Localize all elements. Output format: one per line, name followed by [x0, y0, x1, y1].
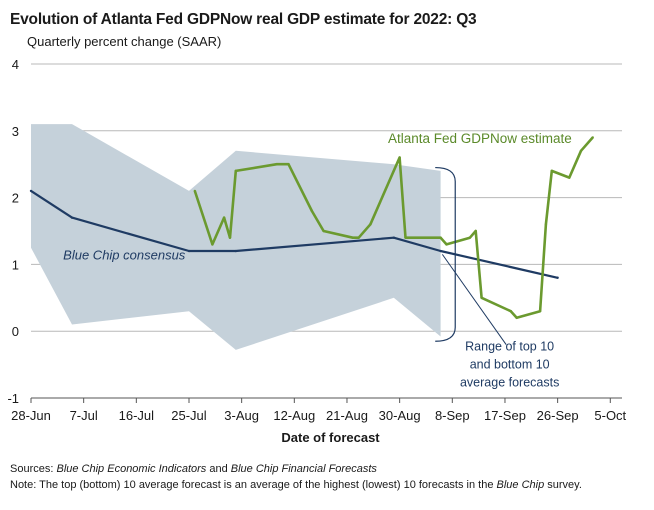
range-pointer-line [441, 254, 507, 345]
marks-layer [29, 136, 594, 320]
blue-chip-consensus-point [392, 236, 395, 239]
x-tick-label: 30-Aug [379, 408, 421, 423]
atlanta-fed-gdpnow-estimate-point [439, 236, 442, 239]
chart-subtitle: Quarterly percent change (SAAR) [27, 34, 222, 49]
blue-chip-consensus-point [556, 276, 559, 279]
blue-chip-consensus-point [29, 189, 33, 193]
x-tick-label: 8-Sep [435, 408, 470, 423]
x-tick-label: 16-Jul [119, 408, 155, 423]
atlanta-fed-gdpnow-estimate-point [310, 209, 314, 213]
atlanta-fed-gdpnow-estimate-point [211, 243, 214, 246]
range-band-area [31, 124, 441, 350]
atlanta-fed-gdpnow-estimate-point [222, 216, 226, 219]
blue-chip-consensus-point [187, 249, 191, 253]
atlanta-fed-gdpnow-estimate-point [445, 243, 448, 246]
blue-chip-consensus-point [234, 249, 238, 253]
atlanta-fed-gdpnow-estimate-point [480, 296, 483, 299]
blue-chip-consensus-point [70, 216, 74, 219]
range-label-line-3: average forecasts [460, 376, 559, 390]
atlanta-fed-gdpnow-estimate-point [568, 176, 571, 179]
y-tick-label: 4 [12, 57, 19, 72]
gdp-chart: -1 0 1 2 3 4 28-Jun 7-Jul 16-Jul 25-Jul 3-Aug 12-Au… [7, 57, 626, 445]
atlanta-fed-gdpnow-estimate-point [404, 236, 407, 239]
note-line: Note: The top (bottom) 10 average foreca… [10, 477, 650, 493]
atlanta-fed-gdpnow-estimate-point [357, 236, 360, 239]
y-tick-label: -1 [7, 391, 19, 406]
x-axis-label: Date of forecast [281, 430, 380, 445]
note-text-1: The top (bottom) 10 average forecast is … [36, 479, 497, 491]
gdpnow-label: Atlanta Fed GDPNow estimate [388, 131, 572, 146]
atlanta-fed-gdpnow-estimate-point [351, 236, 355, 239]
atlanta-fed-gdpnow-estimate-point [275, 163, 278, 166]
range-label-line-1: Range of top 10 [465, 340, 554, 354]
atlanta-fed-gdpnow-estimate-point [509, 309, 513, 313]
sources-publication-1: Blue Chip Economic Indicators [56, 463, 207, 475]
atlanta-fed-gdpnow-estimate-point [287, 163, 290, 166]
range-bracket [435, 166, 456, 342]
x-tick-label: 28-Jun [11, 408, 51, 423]
x-tick-label: 25-Jul [171, 408, 207, 423]
range-label-line-2: and bottom 10 [470, 358, 550, 372]
atlanta-fed-gdpnow-estimate-point [398, 156, 401, 159]
axis-layer: -1 0 1 2 3 4 28-Jun 7-Jul 16-Jul 25-Jul 3-Aug 12-Au… [7, 57, 626, 423]
x-tick-label: 17-Sep [484, 408, 526, 423]
sources-line: Sources: Blue Chip Economic Indicators a… [10, 461, 650, 477]
chart-title: Evolution of Atlanta Fed GDPNow real GDP… [10, 11, 477, 28]
x-tick-label: 12-Aug [273, 408, 315, 423]
atlanta-fed-gdpnow-estimate-point [228, 236, 232, 239]
atlanta-fed-gdpnow-estimate-point [193, 189, 197, 193]
annotation-layer: Atlanta Fed GDPNow estimate Blue Chip co… [63, 131, 572, 390]
sources-label: Sources: [10, 463, 54, 475]
note-label: Note: [10, 479, 37, 491]
atlanta-fed-gdpnow-estimate-point [322, 229, 325, 233]
y-tick-label: 1 [12, 257, 19, 272]
x-tick-label: 7-Jul [70, 408, 98, 423]
note-text-2: survey. [544, 479, 582, 491]
x-tick-label: 26-Sep [537, 408, 579, 423]
y-tick-label: 0 [12, 324, 19, 339]
atlanta-fed-gdpnow-estimate-point [579, 149, 583, 153]
atlanta-fed-gdpnow-estimate-point [538, 309, 542, 313]
atlanta-fed-gdpnow-estimate-point [369, 223, 372, 226]
x-tick-label: 5-Oct [594, 408, 626, 423]
y-tick-label: 3 [12, 124, 19, 139]
atlanta-fed-gdpnow-estimate-point [234, 169, 238, 173]
chart-footer: Sources: Blue Chip Economic Indicators a… [10, 461, 650, 493]
consensus-label: Blue Chip consensus [63, 248, 186, 263]
note-italic: Blue Chip [496, 479, 545, 491]
atlanta-fed-gdpnow-estimate-point [591, 136, 594, 139]
sources-publication-2: Blue Chip Financial Forecasts [230, 463, 377, 475]
atlanta-fed-gdpnow-estimate-point [468, 236, 472, 239]
sources-and: and [206, 463, 231, 475]
x-tick-label: 3-Aug [224, 408, 259, 423]
y-tick-label: 2 [12, 191, 19, 206]
atlanta-fed-gdpnow-estimate-point [550, 169, 553, 173]
atlanta-fed-gdpnow-estimate-point [474, 229, 477, 233]
atlanta-fed-gdpnow-estimate-point [515, 316, 518, 320]
blue-chip-consensus-point [439, 249, 442, 253]
atlanta-fed-gdpnow-estimate-point [544, 223, 548, 226]
x-tick-label: 21-Aug [326, 408, 368, 423]
